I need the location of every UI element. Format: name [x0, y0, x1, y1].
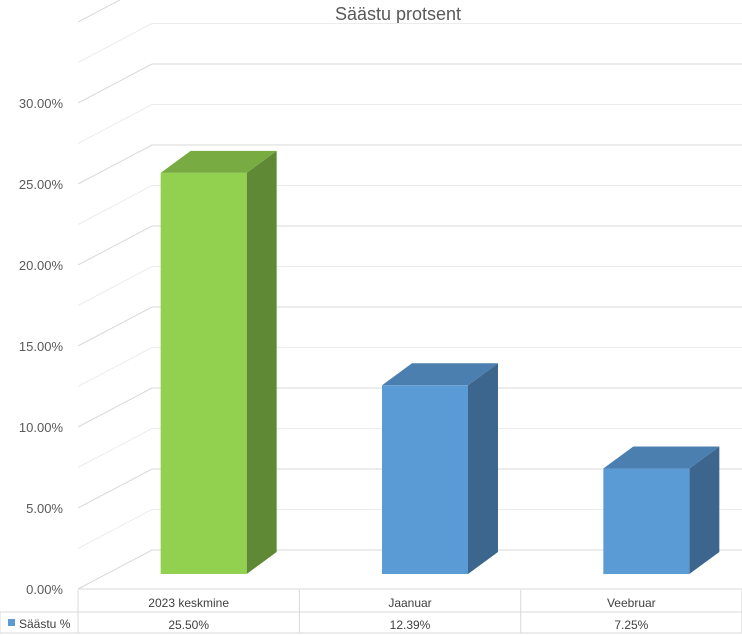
bar-3 [603, 446, 720, 574]
value-label: 12.39% [390, 618, 431, 632]
gridline-diagonal [77, 225, 153, 266]
bar-front [603, 468, 690, 574]
gridline-diagonal [77, 549, 153, 590]
gridline-diagonal [77, 63, 153, 104]
chart-title: Säästu protsent [335, 4, 461, 24]
gridline-diagonal [77, 104, 153, 144]
gridline-diagonal [77, 347, 153, 387]
bar-top [160, 150, 277, 173]
bar-1 [160, 150, 277, 574]
y-tick-label: 5.00% [26, 501, 63, 516]
gridline-diagonal [77, 387, 153, 428]
gridline-diagonal [77, 428, 153, 468]
bar-top [603, 446, 720, 469]
bar-front [160, 172, 247, 574]
bar-top [382, 363, 498, 386]
gridline-diagonal [77, 306, 153, 347]
gridline-diagonal [77, 509, 153, 549]
gridline-diagonal [77, 0, 121, 23]
bar-2 [382, 363, 498, 574]
y-axis-ticks: 0.00% 5.00% 10.00% 15.00% 20.00% 25.00% 30.00% [19, 96, 64, 597]
data-table: 2023 keskmine 25.50% Jaanuar 12.39% Veebruar… [0, 590, 742, 634]
category-label: Veebruar [607, 596, 656, 610]
bar-side [468, 363, 498, 574]
legend-swatch [8, 619, 15, 626]
y-tick-label: 10.00% [19, 420, 64, 435]
value-label: 25.50% [168, 618, 209, 632]
legend-label: Säästu % [19, 617, 71, 631]
bar-side [689, 446, 720, 574]
y-tick-label: 0.00% [26, 582, 63, 597]
category-label: 2023 keskmine [148, 596, 229, 610]
gridline-diagonal [77, 144, 153, 185]
value-label: 7.25% [614, 618, 648, 632]
gridline-diagonal [77, 468, 153, 509]
category-label: Jaanuar [388, 596, 431, 610]
y-tick-label: 15.00% [19, 339, 64, 354]
y-tick-label: 30.00% [19, 96, 64, 111]
bars [160, 150, 720, 574]
y-tick-label: 20.00% [19, 258, 64, 273]
gridline-diagonal [77, 266, 153, 306]
gridline-diagonal [77, 23, 153, 63]
y-tick-label: 25.00% [19, 177, 64, 192]
bar-front [382, 385, 468, 574]
gridline-diagonal [77, 185, 153, 225]
bar-side [246, 150, 277, 574]
